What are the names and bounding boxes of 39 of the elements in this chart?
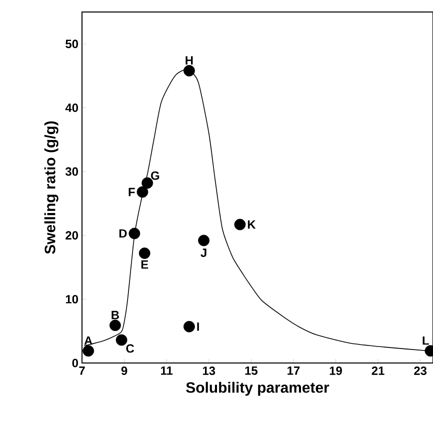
annotation: A bbox=[84, 336, 92, 345]
point bbox=[136, 186, 148, 198]
annotation: D bbox=[119, 229, 127, 238]
point bbox=[184, 320, 195, 332]
annotation: F bbox=[128, 188, 135, 196]
annotation: J bbox=[200, 248, 206, 257]
y-tick-label: 10 bbox=[66, 294, 78, 304]
point bbox=[128, 228, 140, 240]
annotation: K bbox=[248, 220, 256, 229]
x-tick-label: 7 bbox=[79, 366, 85, 375]
x-tick-label: 17 bbox=[288, 366, 300, 375]
point bbox=[138, 248, 150, 259]
x-tick-label: 23 bbox=[414, 366, 427, 376]
point bbox=[198, 234, 210, 246]
point bbox=[234, 218, 246, 230]
point bbox=[184, 65, 195, 76]
y-axis-title: Swelling ratio (g/g) bbox=[44, 121, 58, 254]
point bbox=[116, 334, 128, 346]
point bbox=[82, 345, 94, 357]
annotation: I bbox=[197, 322, 199, 331]
point bbox=[110, 320, 121, 332]
y-tick-label: 40 bbox=[65, 104, 78, 112]
annotation: C bbox=[126, 344, 134, 353]
x-tick-label: 9 bbox=[121, 366, 128, 375]
x-axis-title: Solubility parameter bbox=[186, 382, 330, 396]
annotation: E bbox=[141, 260, 148, 269]
annotation: L bbox=[422, 336, 429, 345]
x-tick-label: 15 bbox=[245, 366, 258, 375]
x-tick-label: 13 bbox=[202, 366, 216, 376]
y-tick-label: 50 bbox=[66, 40, 78, 48]
x-tick-label: 11 bbox=[161, 366, 173, 375]
annotation: G bbox=[151, 171, 160, 180]
x-tick-label: 21 bbox=[372, 366, 384, 375]
y-tick-label: 0 bbox=[72, 358, 78, 368]
y-tick-label: 20 bbox=[66, 231, 78, 240]
y-tick-label: 30 bbox=[65, 167, 78, 176]
annotation: H bbox=[186, 56, 193, 65]
x-tick-label: 19 bbox=[330, 366, 342, 375]
annotation: B bbox=[112, 310, 119, 320]
